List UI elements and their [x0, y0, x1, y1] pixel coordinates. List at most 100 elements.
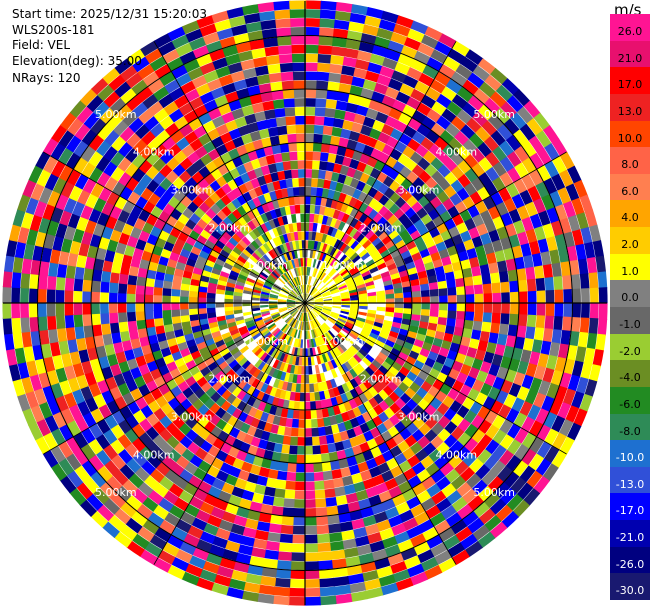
- velocity-gate: [340, 310, 350, 315]
- velocity-gate: [225, 119, 239, 132]
- velocity-gate: [142, 93, 160, 109]
- colorbar-tick-label: 1.0: [621, 264, 639, 278]
- velocity-gate: [279, 62, 294, 73]
- velocity-gate: [292, 409, 300, 419]
- velocity-gate: [295, 115, 306, 125]
- velocity-gate: [410, 59, 428, 74]
- velocity-gate: [305, 303, 313, 310]
- velocity-gate: [332, 295, 341, 299]
- velocity-gate: [274, 9, 292, 20]
- velocity-gate: [153, 85, 170, 101]
- velocity-gate: [121, 369, 134, 383]
- velocity-gate: [296, 222, 302, 232]
- velocity-gate: [341, 373, 350, 383]
- velocity-gate: [334, 250, 343, 260]
- velocity-gate: [525, 470, 543, 489]
- colorbar-segment: [610, 573, 650, 601]
- velocity-gate: [308, 311, 314, 320]
- velocity-gate: [319, 325, 327, 334]
- velocity-gate: [346, 281, 356, 287]
- velocity-gate: [216, 385, 228, 396]
- velocity-gate: [81, 459, 98, 477]
- velocity-gate: [323, 295, 332, 300]
- velocity-gate: [198, 201, 211, 214]
- velocity-gate: [255, 215, 265, 226]
- velocity-gate: [282, 399, 290, 409]
- velocity-gate: [305, 62, 319, 72]
- velocity-gate: [406, 67, 424, 81]
- velocity-gate: [565, 405, 580, 424]
- velocity-gate: [348, 312, 358, 318]
- velocity-gate: [229, 328, 240, 336]
- velocity-gate: [272, 315, 282, 322]
- velocity-gate: [328, 283, 337, 290]
- velocity-gate: [318, 36, 334, 46]
- velocity-gate: [365, 458, 378, 470]
- velocity-gate: [470, 414, 485, 430]
- velocity-gate: [246, 339, 256, 349]
- velocity-gate: [288, 306, 297, 312]
- velocity-gate: [403, 297, 413, 304]
- velocity-gate: [310, 288, 317, 296]
- velocity-gate: [271, 144, 282, 155]
- velocity-gate: [377, 132, 391, 145]
- velocity-gate: [465, 294, 475, 304]
- velocity-gate: [291, 525, 305, 535]
- velocity-gate: [422, 65, 440, 80]
- velocity-gate: [335, 100, 349, 112]
- velocity-gate: [42, 203, 56, 221]
- range-ring-label: 2.00km: [360, 373, 402, 386]
- velocity-gate: [277, 125, 288, 136]
- velocity-gate: [252, 286, 262, 292]
- velocity-gate: [345, 260, 354, 269]
- velocity-gate: [312, 290, 320, 297]
- velocity-gate: [500, 281, 510, 294]
- velocity-gate: [208, 544, 226, 557]
- velocity-gate: [293, 80, 306, 90]
- velocity-gate: [160, 248, 172, 259]
- velocity-gate: [305, 300, 315, 303]
- velocity-gate: [439, 462, 454, 477]
- velocity-gate: [309, 286, 314, 295]
- velocity-gate: [11, 286, 21, 303]
- velocity-gate: [329, 350, 337, 360]
- velocity-gate: [305, 303, 309, 313]
- velocity-gate: [254, 529, 269, 541]
- velocity-gate: [209, 413, 221, 426]
- velocity-gate: [87, 346, 99, 361]
- velocity-gate: [209, 48, 227, 62]
- velocity-gate: [430, 490, 447, 506]
- velocity-gate: [257, 175, 267, 186]
- velocity-gate: [330, 135, 341, 146]
- velocity-gate: [517, 231, 529, 247]
- velocity-gate: [223, 335, 233, 344]
- velocity-gate: [63, 364, 76, 381]
- velocity-gate: [323, 300, 333, 303]
- velocity-gate: [60, 111, 78, 131]
- velocity-gate: [277, 303, 287, 306]
- velocity-gate: [384, 356, 395, 367]
- velocity-gate: [260, 382, 269, 393]
- velocity-gate: [11, 316, 22, 334]
- velocity-gate: [263, 422, 273, 433]
- velocity-gate: [308, 312, 312, 321]
- velocity-gate: [319, 205, 326, 216]
- velocity-gate: [337, 173, 347, 184]
- velocity-gate: [199, 501, 215, 515]
- velocity-gate: [144, 302, 154, 312]
- velocity-gate: [351, 150, 364, 162]
- velocity-gate: [490, 130, 507, 147]
- velocity-gate: [233, 309, 243, 315]
- velocity-gate: [290, 232, 296, 242]
- velocity-gate: [248, 555, 265, 567]
- velocity-gate: [304, 525, 318, 535]
- velocity-gate: [291, 35, 307, 45]
- velocity-gate: [124, 348, 136, 361]
- velocity-gate: [241, 133, 254, 145]
- velocity-gate: [20, 272, 31, 289]
- velocity-gate: [314, 306, 323, 310]
- velocity-gate: [312, 258, 317, 268]
- velocity-gate: [148, 534, 167, 550]
- velocity-gate: [279, 322, 287, 330]
- velocity-gate: [380, 374, 392, 386]
